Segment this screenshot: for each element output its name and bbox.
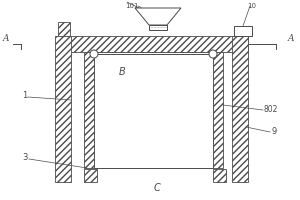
Text: 101: 101 <box>125 3 139 9</box>
Bar <box>94 52 213 168</box>
Text: 3: 3 <box>22 154 28 162</box>
Text: A: A <box>288 34 294 43</box>
Circle shape <box>209 50 217 58</box>
Bar <box>149 25 167 30</box>
Circle shape <box>90 50 98 58</box>
Text: B: B <box>118 67 125 77</box>
Text: 802: 802 <box>264 106 278 114</box>
Bar <box>84 169 97 182</box>
Bar <box>213 52 223 168</box>
Bar <box>84 52 94 168</box>
Bar <box>232 36 248 182</box>
Bar <box>68 36 248 52</box>
Polygon shape <box>135 8 181 25</box>
Text: 10: 10 <box>248 3 256 9</box>
Text: 9: 9 <box>271 128 276 136</box>
Bar <box>58 22 70 36</box>
Bar <box>213 169 226 182</box>
Text: C: C <box>154 183 160 193</box>
Bar <box>55 36 71 182</box>
Text: A: A <box>3 34 9 43</box>
Text: 1: 1 <box>22 90 27 99</box>
Bar <box>234 26 252 36</box>
